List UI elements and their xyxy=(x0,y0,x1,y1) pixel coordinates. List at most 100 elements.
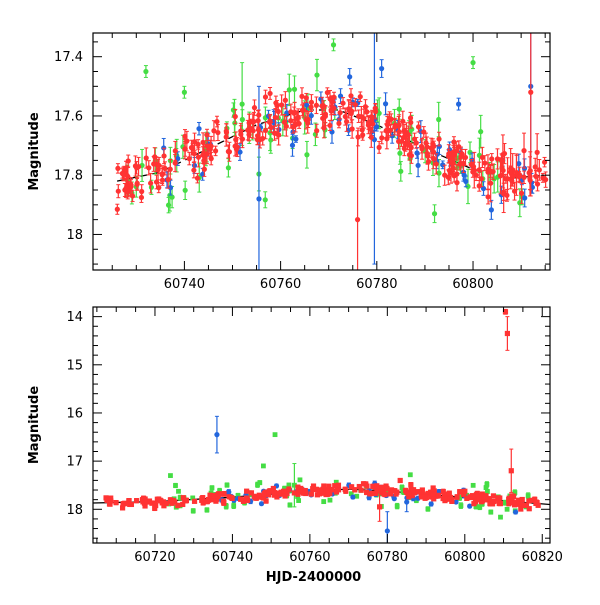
top-data-point xyxy=(143,155,149,161)
top-data-point xyxy=(295,114,301,120)
bottom-data-point xyxy=(334,485,341,491)
bottom-data-point xyxy=(483,485,489,491)
bottom-data-point xyxy=(134,498,140,504)
bottom-x-tick-label: 60800 xyxy=(444,550,485,565)
top-data-point xyxy=(211,128,217,134)
top-data-point xyxy=(534,149,540,155)
top-data-point xyxy=(516,161,522,167)
top-panel: 60740 60760 60780 60800 17.4 17.6 17.8 18 Magnit… xyxy=(27,32,551,292)
top-data-point xyxy=(262,197,268,203)
bottom-data-point xyxy=(190,508,196,514)
bottom-data-point xyxy=(270,485,276,492)
top-data-point xyxy=(376,144,382,150)
bottom-data-point xyxy=(379,484,386,490)
bottom-data-point xyxy=(320,490,326,496)
top-data-point xyxy=(446,151,452,157)
bottom-data-point xyxy=(525,493,531,499)
bottom-data-point xyxy=(397,477,403,484)
bottom-data-point xyxy=(298,487,305,493)
top-data-point xyxy=(181,89,187,95)
top-data-point xyxy=(267,90,273,97)
bottom-data-point xyxy=(376,504,383,510)
top-data-point xyxy=(349,126,355,132)
top-plot-area xyxy=(114,33,549,270)
top-data-point xyxy=(239,136,246,142)
bottom-x-tick-label: 60720 xyxy=(134,550,175,565)
bottom-data-point xyxy=(384,485,390,492)
bottom-data-point xyxy=(177,495,183,501)
bottom-data-point xyxy=(354,493,360,499)
bottom-y-tick-label: 15 xyxy=(66,358,83,373)
bottom-data-point xyxy=(382,491,388,498)
top-data-point xyxy=(459,151,465,157)
bottom-data-point xyxy=(119,505,126,511)
bottom-data-point xyxy=(453,499,459,505)
bottom-data-point xyxy=(523,502,530,508)
bottom-data-point xyxy=(158,498,164,504)
bottom-data-point xyxy=(533,499,539,505)
bottom-data-point xyxy=(526,506,532,512)
bottom-data-point xyxy=(415,489,422,495)
bottom-data-point xyxy=(321,499,327,505)
top-data-point xyxy=(251,105,258,111)
bottom-data-point xyxy=(240,498,247,504)
top-data-point xyxy=(415,124,422,130)
top-data-point xyxy=(516,174,522,180)
bottom-y-axis-label: Magnitude xyxy=(27,386,42,465)
top-data-point xyxy=(134,180,140,186)
top-data-point xyxy=(172,148,178,154)
bottom-data-point xyxy=(473,492,480,498)
bottom-data-point xyxy=(248,490,255,496)
top-data-point xyxy=(121,171,127,177)
top-data-point xyxy=(379,65,385,72)
top-data-point xyxy=(344,118,350,125)
bottom-data-point xyxy=(261,463,266,469)
bottom-data-point xyxy=(484,481,490,487)
top-data-point xyxy=(162,165,168,171)
bottom-data-point xyxy=(425,490,431,497)
top-data-point xyxy=(232,143,238,149)
top-data-point xyxy=(293,136,299,142)
bottom-data-point xyxy=(173,483,178,488)
bottom-data-point xyxy=(224,482,230,488)
top-data-point xyxy=(133,165,140,171)
bottom-data-point xyxy=(506,501,512,507)
bottom-data-point xyxy=(237,496,244,502)
bottom-data-point xyxy=(163,500,169,506)
top-data-point xyxy=(450,160,456,166)
bottom-data-point xyxy=(295,491,301,497)
top-data-point xyxy=(521,174,527,180)
top-data-point xyxy=(532,164,538,170)
top-data-point xyxy=(456,144,462,150)
bottom-data-point xyxy=(276,490,282,496)
bottom-data-point xyxy=(502,500,508,506)
bottom-data-point xyxy=(122,501,128,507)
bottom-data-point xyxy=(410,487,417,493)
bottom-data-point xyxy=(176,488,181,494)
top-data-point xyxy=(237,149,243,155)
top-data-point xyxy=(440,162,446,168)
bottom-x-axis-label: HJD-2400000 xyxy=(266,570,361,585)
top-data-point xyxy=(456,101,462,107)
top-data-point xyxy=(348,93,354,99)
bottom-data-point xyxy=(406,494,412,500)
top-data-point xyxy=(201,166,207,172)
bottom-data-point xyxy=(231,503,237,509)
bottom-data-point xyxy=(498,514,503,520)
top-data-point xyxy=(148,180,154,186)
bottom-data-point xyxy=(350,494,356,500)
bottom-data-point xyxy=(462,488,468,494)
bottom-data-point xyxy=(244,488,250,494)
top-data-point xyxy=(346,106,352,112)
bottom-data-point xyxy=(430,492,436,498)
bottom-data-point xyxy=(528,497,534,503)
top-data-point xyxy=(300,107,307,113)
bottom-data-point xyxy=(190,495,196,501)
top-data-point xyxy=(273,100,279,106)
top-data-point xyxy=(379,135,385,141)
bottom-data-point xyxy=(213,498,219,504)
top-data-point xyxy=(522,195,528,201)
top-data-point xyxy=(442,172,448,178)
bottom-data-point xyxy=(490,493,497,499)
